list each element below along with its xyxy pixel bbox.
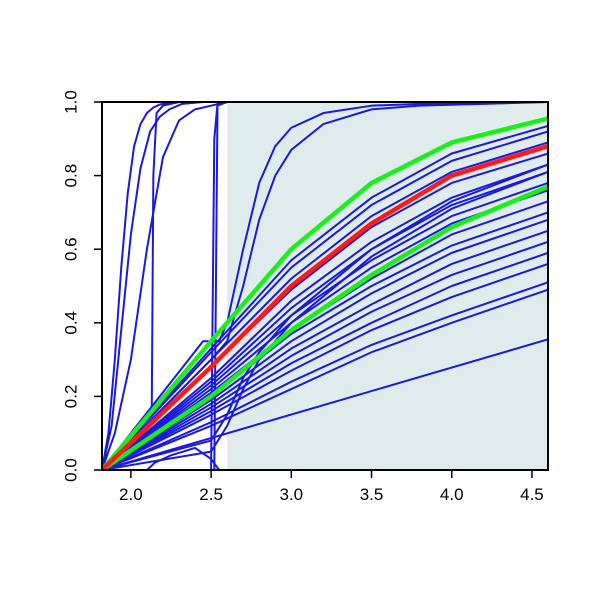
series-line-curve-0 bbox=[102, 102, 181, 470]
plot-frame bbox=[101, 101, 549, 471]
series-line-highlight-30 bbox=[102, 143, 548, 470]
x-tick-label: 3.5 bbox=[360, 485, 384, 504]
x-tick-label: 2.0 bbox=[119, 485, 143, 504]
x-tick-label: 3.0 bbox=[279, 485, 303, 504]
series-line-curve-19 bbox=[102, 189, 548, 470]
x-tick-label: 4.0 bbox=[440, 485, 464, 504]
x-tick-label: 4.5 bbox=[520, 485, 544, 504]
series-line-curve-27 bbox=[102, 163, 548, 470]
y-tick-label: 1.0 bbox=[62, 90, 81, 114]
series-line-curve-14 bbox=[102, 240, 548, 470]
series-line-curve-16 bbox=[102, 218, 548, 470]
series-line-curve-2 bbox=[102, 102, 229, 470]
series-line-curve-25 bbox=[102, 130, 548, 470]
y-tick-label: 0.4 bbox=[62, 311, 81, 335]
series-line-curve-12 bbox=[102, 262, 548, 470]
series-line-curve-10 bbox=[102, 288, 548, 470]
series-line-curve-1 bbox=[102, 102, 205, 470]
series-line-curve-22 bbox=[102, 163, 548, 470]
y-tick-label: 0.0 bbox=[62, 458, 81, 482]
series-line-curve-26 bbox=[102, 124, 548, 470]
series-line-curve-28 bbox=[102, 170, 548, 470]
series-lines bbox=[102, 102, 548, 470]
series-line-bound-29 bbox=[102, 116, 548, 470]
series-line-curve-15 bbox=[102, 229, 548, 470]
series-line-curve-7 bbox=[102, 102, 548, 470]
series-line-bound-31 bbox=[102, 184, 548, 470]
series-line-curve-20 bbox=[102, 181, 548, 470]
y-tick-label: 0.2 bbox=[62, 385, 81, 409]
series-line-curve-13 bbox=[102, 251, 548, 470]
series-line-curve-4 bbox=[102, 102, 548, 470]
series-line-curve-8 bbox=[102, 446, 221, 470]
series-line-curve-21 bbox=[102, 170, 548, 470]
series-line-curve-9 bbox=[102, 338, 548, 470]
x-tick-label: 2.5 bbox=[199, 485, 223, 504]
axes: 2.0 2.5 3.0 3.5 4.0 4.5 0.0 0.2 0.4 0.6 0.8 1.0 bbox=[62, 90, 549, 504]
y-tick-label: 0.6 bbox=[62, 237, 81, 261]
y-tick-label: 0.8 bbox=[62, 164, 81, 188]
series-line-curve-11 bbox=[102, 281, 548, 470]
series-line-curve-24 bbox=[102, 141, 548, 470]
